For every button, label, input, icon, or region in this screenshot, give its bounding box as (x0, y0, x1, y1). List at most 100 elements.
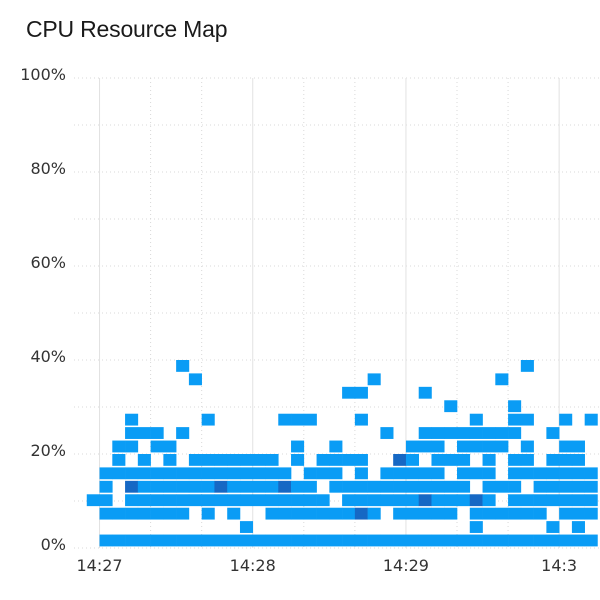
heatmap-cell (265, 534, 279, 547)
heatmap-cell (444, 400, 458, 413)
heatmap-cell (559, 454, 573, 466)
heatmap-cell (188, 454, 202, 466)
heatmap-cell (508, 400, 522, 413)
heatmap-cell (457, 427, 471, 439)
heatmap-cell (112, 507, 126, 520)
heatmap-cell (405, 534, 420, 547)
heatmap-cell (137, 507, 151, 520)
heatmap-cell (201, 413, 215, 426)
heatmap-cell (329, 440, 343, 453)
heatmap-cell (329, 534, 343, 547)
heatmap-cell (520, 360, 534, 372)
heatmap-cell (380, 467, 394, 480)
heatmap-cell (342, 480, 356, 493)
heatmap-cell (329, 467, 343, 480)
heatmap-cell (571, 467, 585, 480)
heatmap-cell (431, 427, 445, 439)
heatmap-cell (457, 454, 471, 466)
heatmap-cell (239, 454, 254, 466)
heatmap-cell (559, 413, 573, 426)
y-tick-label: 80% (30, 159, 66, 178)
heatmap-cell (546, 454, 560, 466)
heatmap-cell (239, 480, 254, 493)
heatmap-cell (546, 494, 560, 507)
y-tick-label: 100% (20, 65, 66, 84)
heatmap-cell (469, 507, 483, 520)
heatmap-cell (571, 480, 585, 493)
heatmap-cell (354, 386, 368, 399)
heatmap-cell (342, 386, 356, 399)
heatmap-cell (125, 440, 139, 453)
heatmap-cell (533, 480, 547, 493)
heatmap-cell (482, 507, 496, 520)
heatmap-cell (163, 494, 177, 507)
heatmap-cell (584, 507, 598, 520)
heatmap-cell (367, 507, 381, 520)
heatmap-cell (316, 494, 330, 507)
heatmap-cell (137, 427, 151, 439)
heatmap-cell (188, 534, 202, 547)
heatmap-cell (559, 534, 573, 547)
heatmap-cell (291, 480, 305, 493)
heatmap-cell (508, 454, 522, 466)
heatmap-cell (469, 467, 483, 480)
heatmap-cell (188, 373, 202, 386)
heatmap-cell (112, 440, 126, 453)
heatmap-cell (112, 454, 126, 466)
heatmap-cell (405, 440, 420, 453)
heatmap-cell (418, 467, 432, 480)
heatmap-cell (495, 480, 509, 493)
chart-title: CPU Resource Map (26, 16, 228, 42)
heatmap-cell (125, 507, 139, 520)
heatmap-cell (495, 427, 509, 439)
heatmap-cell (163, 454, 177, 466)
heatmap-cell (393, 494, 407, 507)
heatmap-cell (303, 494, 317, 507)
heatmap-cell (188, 467, 202, 480)
heatmap-cell (482, 480, 496, 493)
heatmap-cell (227, 467, 241, 480)
heatmap-cell (342, 494, 356, 507)
heatmap-cell (508, 480, 522, 493)
heatmap-cell (559, 480, 573, 493)
heatmap-cell (559, 507, 573, 520)
heatmap-cell (508, 467, 522, 480)
heatmap-cell (342, 454, 356, 466)
heatmap-cell (520, 507, 534, 520)
heatmap-cell (239, 467, 254, 480)
heatmap-cell (457, 440, 471, 453)
heatmap-cell (533, 534, 547, 547)
heatmap-cell (559, 467, 573, 480)
heatmap-cell (520, 440, 534, 453)
heatmap-cell (99, 467, 113, 480)
heatmap-cell (278, 534, 292, 547)
x-tick-label: 14:28 (230, 556, 276, 575)
heatmap-cell (508, 534, 522, 547)
heatmap-cell (508, 494, 522, 507)
heatmap-cell (546, 427, 560, 439)
heatmap-cell (520, 454, 534, 466)
heatmap-cell (150, 440, 164, 453)
heatmap-cell (367, 480, 381, 493)
heatmap-cell (291, 494, 305, 507)
heatmap-cell (354, 467, 368, 480)
heatmap-cell (265, 494, 279, 507)
heatmap-cell (316, 507, 330, 520)
heatmap-cell (265, 454, 279, 466)
heatmap-cell (418, 427, 432, 439)
heatmap-cell (431, 494, 445, 507)
heatmap-cell (393, 507, 407, 520)
heatmap-cell (405, 480, 420, 493)
heatmap-cell (584, 534, 598, 547)
heatmap-cell (418, 494, 432, 507)
heatmap-cell (188, 480, 202, 493)
heatmap-cell (252, 480, 266, 493)
heatmap-cell (176, 427, 190, 439)
heatmap-cell (125, 534, 139, 547)
heatmap-cell (469, 494, 483, 507)
heatmap-cell (112, 534, 126, 547)
heatmap-cell (163, 440, 177, 453)
heatmap-cell (201, 454, 215, 466)
heatmap-cell (137, 480, 151, 493)
heatmap-cell (508, 507, 522, 520)
